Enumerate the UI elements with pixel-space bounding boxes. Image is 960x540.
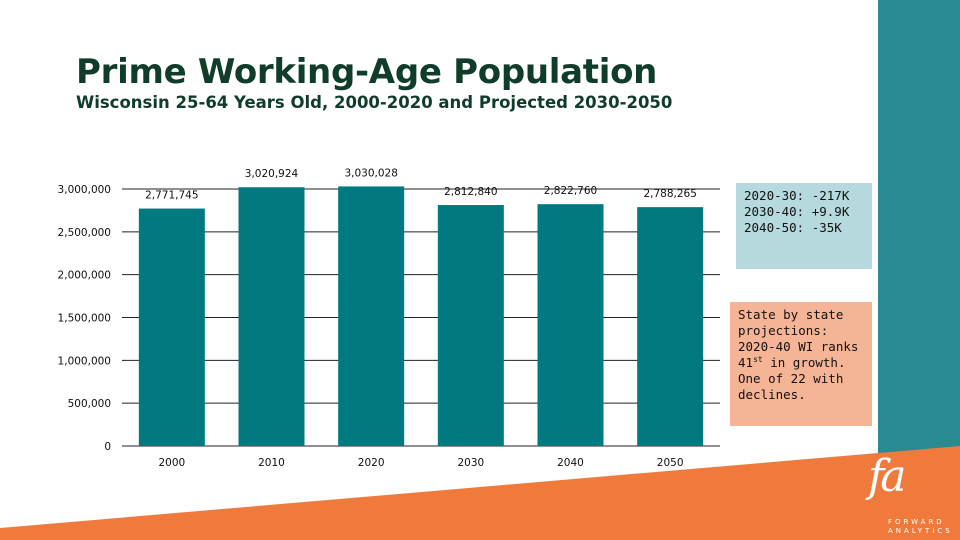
forward-analytics-logo: fa FORWARD ANALYTICS [858, 452, 958, 540]
ranking-line-3: 2020-40 WI ranks [738, 339, 859, 354]
data-label: 3,030,028 [344, 167, 397, 179]
data-label: 3,020,924 [245, 168, 299, 180]
logo-line-2: ANALYTICS [888, 527, 953, 535]
x-tick-label: 2020 [358, 457, 385, 469]
page-title: Prime Working-Age Population [76, 52, 658, 92]
x-tick-label: 2010 [258, 457, 285, 469]
bar [338, 186, 405, 446]
ranking-line-1: State by state [738, 307, 844, 322]
ranking-callout: State by state projections: 2020-40 WI r… [730, 302, 872, 426]
logo-mark: fa [868, 451, 906, 502]
bar [537, 204, 604, 446]
x-tick-label: 2000 [158, 457, 185, 469]
y-tick-label: 1,000,000 [58, 355, 111, 367]
bar [637, 207, 704, 446]
change-2040-50: 2040-50: -35K [744, 220, 842, 235]
bar [238, 187, 305, 446]
ranking-line-4: 41st in growth. [738, 355, 864, 371]
y-tick-label: 1,500,000 [58, 313, 111, 325]
logo-line-1: FORWARD [888, 518, 945, 526]
y-tick-label: 3,000,000 [58, 184, 111, 196]
rank-rest: in growth. [762, 355, 846, 370]
data-label: 2,788,265 [643, 188, 696, 200]
data-label: 2,812,840 [444, 186, 497, 198]
change-callout: 2020-30: -217K 2030-40: +9.9K 2040-50: -… [736, 183, 872, 269]
y-tick-label: 0 [104, 441, 111, 453]
data-label: 2,822,760 [544, 185, 597, 197]
page-subtitle: Wisconsin 25-64 Years Old, 2000-2020 and… [76, 93, 673, 112]
y-tick-label: 500,000 [68, 398, 111, 410]
change-2020-30: 2020-30: -217K [744, 188, 850, 203]
y-tick-label: 2,500,000 [58, 227, 111, 239]
x-tick-label: 2050 [657, 457, 684, 469]
x-tick-label: 2040 [557, 457, 584, 469]
ranking-line-2: projections: [738, 323, 829, 338]
ranking-line-5: One of 22 with [738, 371, 844, 386]
bar [437, 205, 504, 446]
ranking-line-6: declines. [738, 387, 806, 402]
x-tick-label: 2030 [457, 457, 484, 469]
rank-number: 41 [738, 355, 754, 370]
change-2030-40: 2030-40: +9.9K [744, 204, 850, 219]
data-label: 2,771,745 [145, 190, 198, 202]
bar [138, 208, 205, 446]
y-tick-label: 2,000,000 [58, 270, 111, 282]
rank-suffix: st [753, 354, 763, 364]
